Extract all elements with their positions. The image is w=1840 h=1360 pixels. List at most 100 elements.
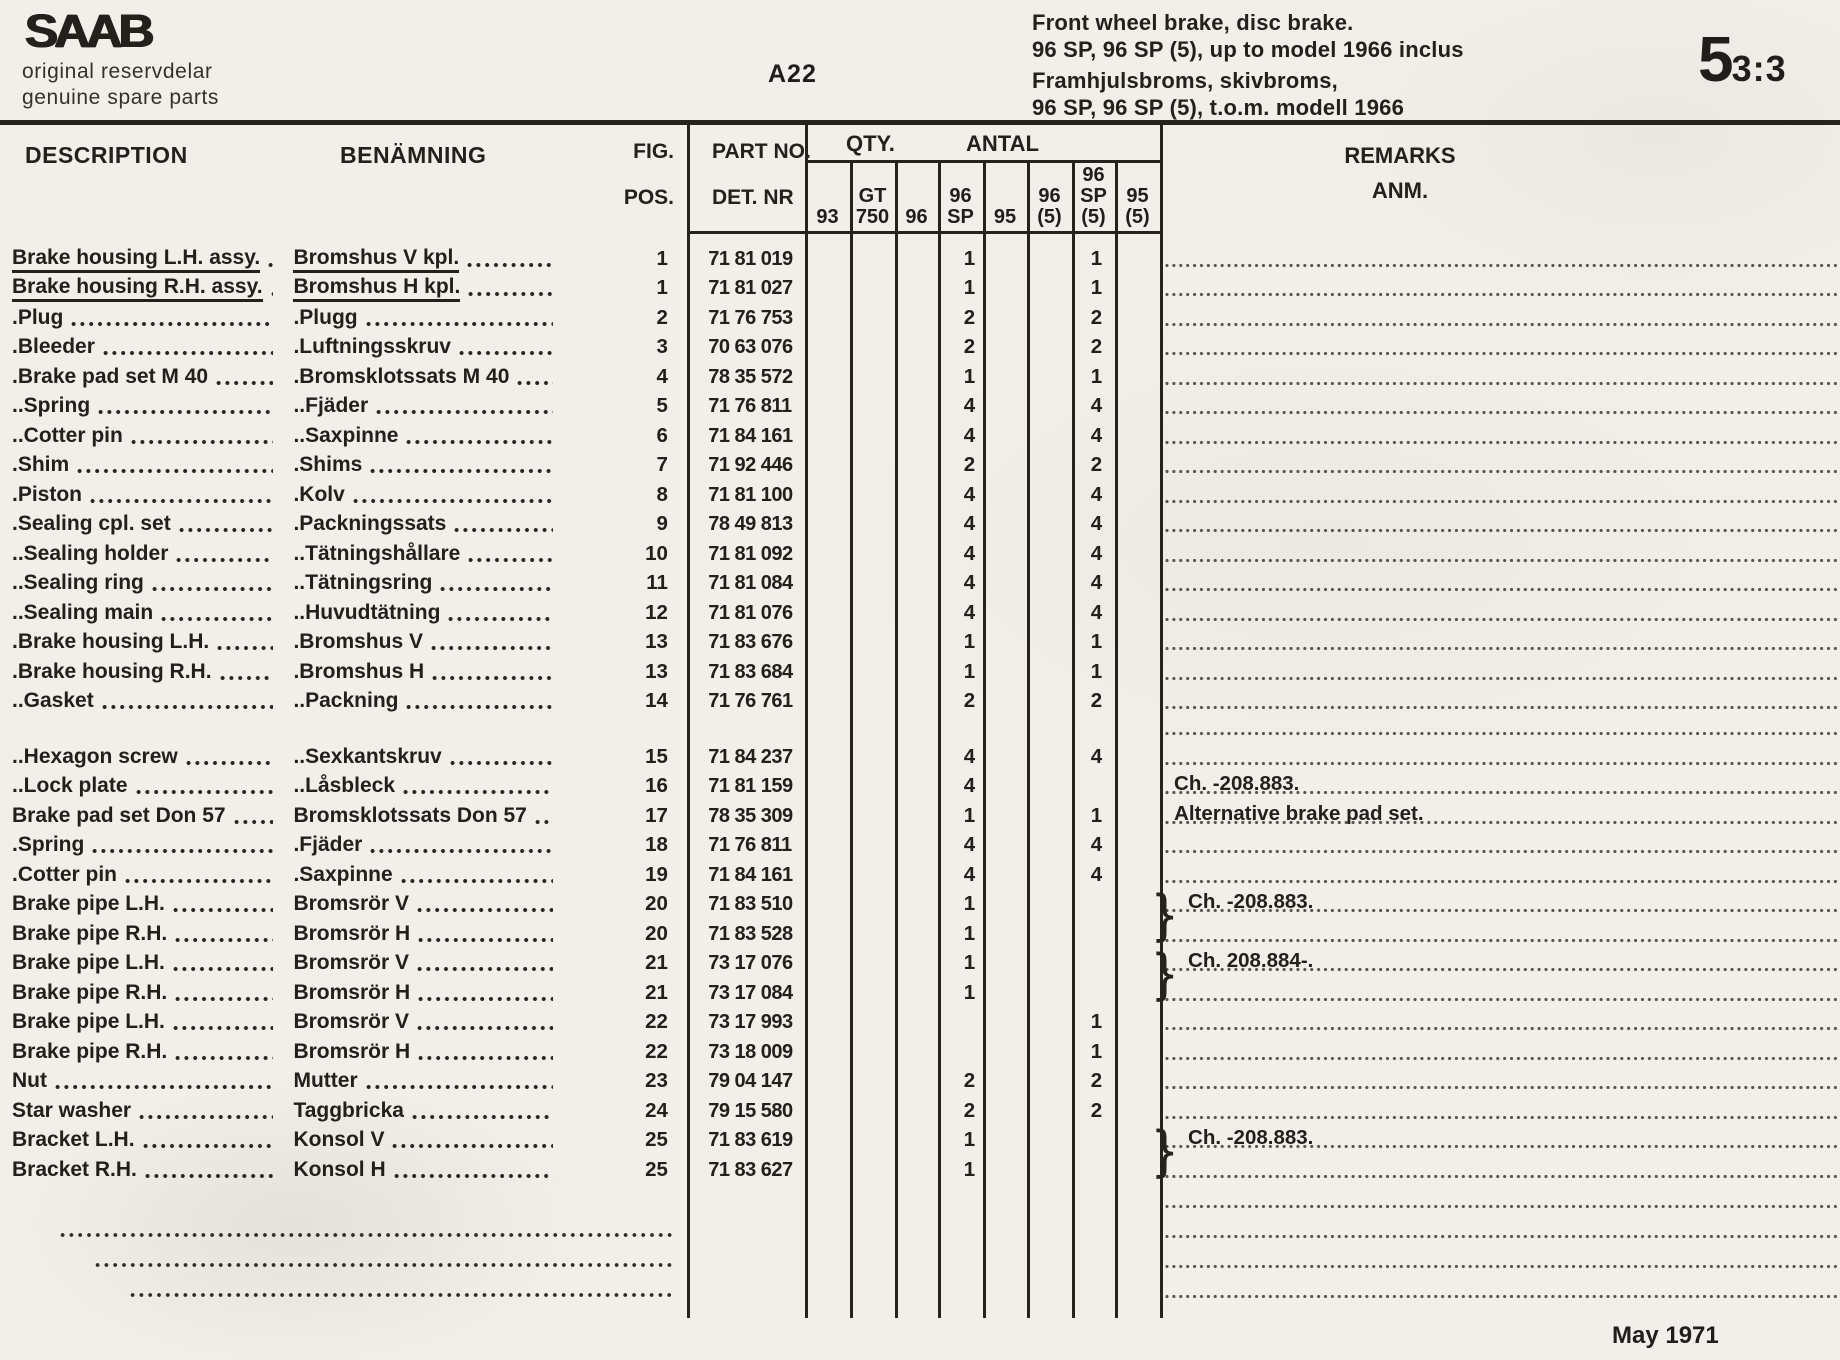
remarks-cell	[1160, 391, 1840, 421]
benamning-text: ..Fjäder	[293, 394, 369, 417]
qty-cell	[864, 361, 907, 391]
part-number-cell: 78 49 813	[692, 509, 821, 539]
fig-pos-value: 17	[645, 803, 668, 827]
dot-leader	[172, 1025, 274, 1031]
fig-pos-value: 22	[645, 1010, 668, 1033]
fig-pos-cell: 21	[559, 948, 678, 978]
brand-line-swedish: original reservdelar	[22, 60, 213, 83]
qty-cell	[1033, 800, 1076, 830]
grid-line-part-right	[805, 123, 808, 1318]
qty-value: 4	[963, 394, 976, 417]
description-cell: ..Cotter pin	[0, 420, 279, 450]
qty-cell	[991, 479, 1033, 509]
qty-cell	[907, 1154, 948, 1184]
qty-subcolumn-header: 93	[805, 163, 850, 231]
fig-pos-value: 1	[656, 276, 668, 299]
qty-cell: 2	[1076, 450, 1117, 480]
remarks-dot-leader	[1165, 1085, 1839, 1090]
description-cell: .Piston	[0, 479, 279, 509]
column-spacer	[678, 479, 692, 509]
qty-cell	[821, 656, 864, 686]
part-number-cell: 71 83 676	[692, 627, 821, 657]
qty-subcolumn-header: 95	[983, 163, 1027, 231]
empty-dotted-row	[0, 1274, 1840, 1304]
table-row: .Brake housing L.H. .Bromshus V 13 71 83 67…	[0, 627, 1840, 657]
qty-cell	[821, 1066, 864, 1096]
qty-cell: 1	[1076, 656, 1117, 686]
qty-cell	[1117, 1066, 1160, 1096]
remarks-cell	[1160, 627, 1840, 657]
qty-value: 4	[1090, 600, 1103, 624]
fig-pos-value: 4	[656, 364, 668, 388]
dot-leader	[468, 556, 553, 563]
qty-cell	[1033, 1095, 1076, 1125]
qty-cell: 4	[1076, 538, 1117, 568]
remarks-brace: }	[1151, 1119, 1179, 1183]
qty-cell: 4	[948, 420, 991, 450]
benamning-text: ..Huvudtätning	[293, 600, 441, 624]
dot-leader	[151, 586, 274, 592]
table-row: ..Sealing ring ..Tätningsring 11 71 81 084 4…	[0, 568, 1840, 598]
dot-leader	[370, 468, 553, 474]
remark-text: Ch. -208.883.	[1174, 772, 1300, 795]
part-number-value: 71 84 161	[708, 424, 793, 447]
qty-cell: 1	[1076, 361, 1117, 391]
qty-value: 2	[1090, 1069, 1103, 1092]
qty-cell	[991, 800, 1033, 830]
fig-pos-cell: 1	[559, 273, 678, 303]
qty-cell: 4	[948, 859, 991, 889]
qty-cell	[907, 420, 948, 450]
column-spacer	[678, 889, 692, 919]
qty-cell: 2	[1076, 302, 1117, 332]
description-text: Brake pipe R.H.	[12, 980, 168, 1004]
qty-cell	[1117, 509, 1160, 539]
dot-leader	[135, 789, 274, 795]
dot-leader	[365, 320, 553, 327]
table-row: Brake housing R.H. assy. Bromshus H kpl. 1…	[0, 273, 1840, 303]
remarks-dot-leader	[1165, 528, 1839, 533]
qty-value: 1	[1090, 1039, 1103, 1063]
qty-cell: 1	[1076, 1036, 1117, 1066]
fig-pos-cell: 18	[559, 830, 678, 860]
qty-cell	[907, 741, 948, 771]
description-cell: .Bleeder	[0, 332, 279, 362]
part-number-value: 71 84 161	[708, 863, 793, 886]
description-cell: Brake pipe R.H.	[0, 918, 279, 948]
remarks-cell: } Ch. 208.884-.	[1151, 944, 1840, 1004]
qty-cell	[864, 1095, 907, 1125]
qty-cell	[1033, 273, 1076, 303]
remarks-cell: } Ch. -208.883.	[1151, 885, 1840, 945]
description-cell: ..Gasket	[0, 686, 279, 716]
column-header-fig: FIG.	[633, 140, 674, 163]
column-spacer	[678, 450, 692, 480]
table-row: .Sealing cpl. set .Packningssats 9 78 49 81…	[0, 509, 1840, 539]
qty-cell	[821, 948, 864, 978]
remarks-cell	[1160, 1066, 1840, 1096]
qty-cell	[1033, 1154, 1076, 1184]
fig-pos-cell: 22	[559, 1036, 678, 1066]
part-number-cell: 71 81 092	[692, 538, 821, 568]
qty-cell	[821, 332, 864, 362]
qty-cell	[821, 627, 864, 657]
column-spacer	[678, 830, 692, 860]
qty-cell: 4	[948, 538, 991, 568]
qty-cell	[864, 830, 907, 860]
page-number: 5 3:3	[1698, 22, 1787, 96]
qty-cell: 1	[948, 273, 991, 303]
remarks-dot-leader	[1165, 1144, 1839, 1149]
qty-cell	[1076, 918, 1117, 948]
qty-value: 1	[963, 659, 976, 683]
qty-cell: 4	[1076, 509, 1117, 539]
title-swedish-line1: Framhjulsbroms, skivbroms,	[1032, 68, 1338, 93]
table-row: ..Lock plate ..Låsbleck 16 71 81 159 4 Ch. -2…	[0, 771, 1840, 801]
remarks-dot-leader	[1165, 1203, 1838, 1209]
remarks-cell	[1160, 830, 1840, 860]
qty-cell	[991, 302, 1033, 332]
qty-cell	[1033, 1007, 1076, 1037]
qty-cell	[864, 948, 907, 978]
benamning-text: Bromsrör H	[293, 1039, 411, 1063]
qty-cell	[1033, 918, 1076, 948]
benamning-cell: ..Packning	[279, 686, 559, 716]
column-spacer	[678, 568, 692, 598]
